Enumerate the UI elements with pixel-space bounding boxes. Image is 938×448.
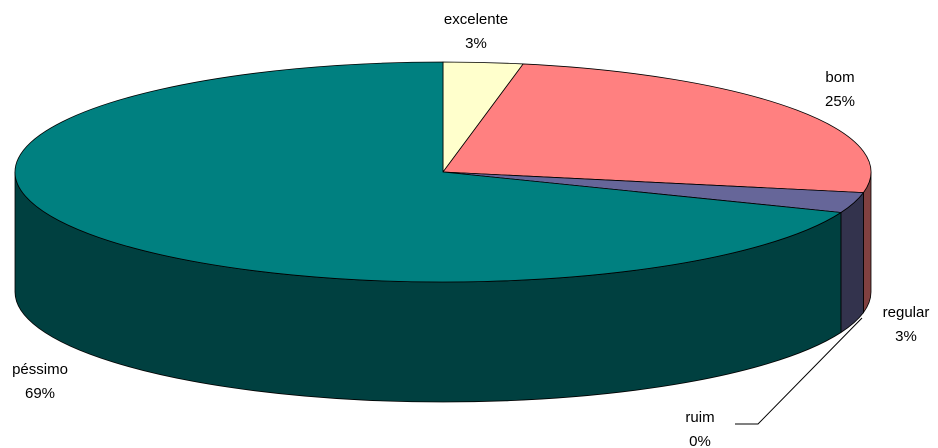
value-label: 3%: [465, 35, 487, 52]
slice-label: ruim: [685, 409, 714, 426]
slice: [14, 61, 843, 283]
value-label: 69%: [25, 385, 55, 402]
slice: [442, 63, 872, 194]
slice-label: péssimo: [12, 361, 68, 378]
value-label: 25%: [825, 93, 855, 110]
slice-label: excelente: [444, 11, 508, 28]
slice-label: regular: [883, 304, 930, 321]
slice-label: bom: [825, 69, 854, 86]
slice-side: [863, 171, 872, 314]
slice-side: [840, 191, 864, 334]
value-label: 0%: [689, 433, 711, 448]
value-label: 3%: [895, 328, 917, 345]
leader-line: [735, 317, 863, 425]
